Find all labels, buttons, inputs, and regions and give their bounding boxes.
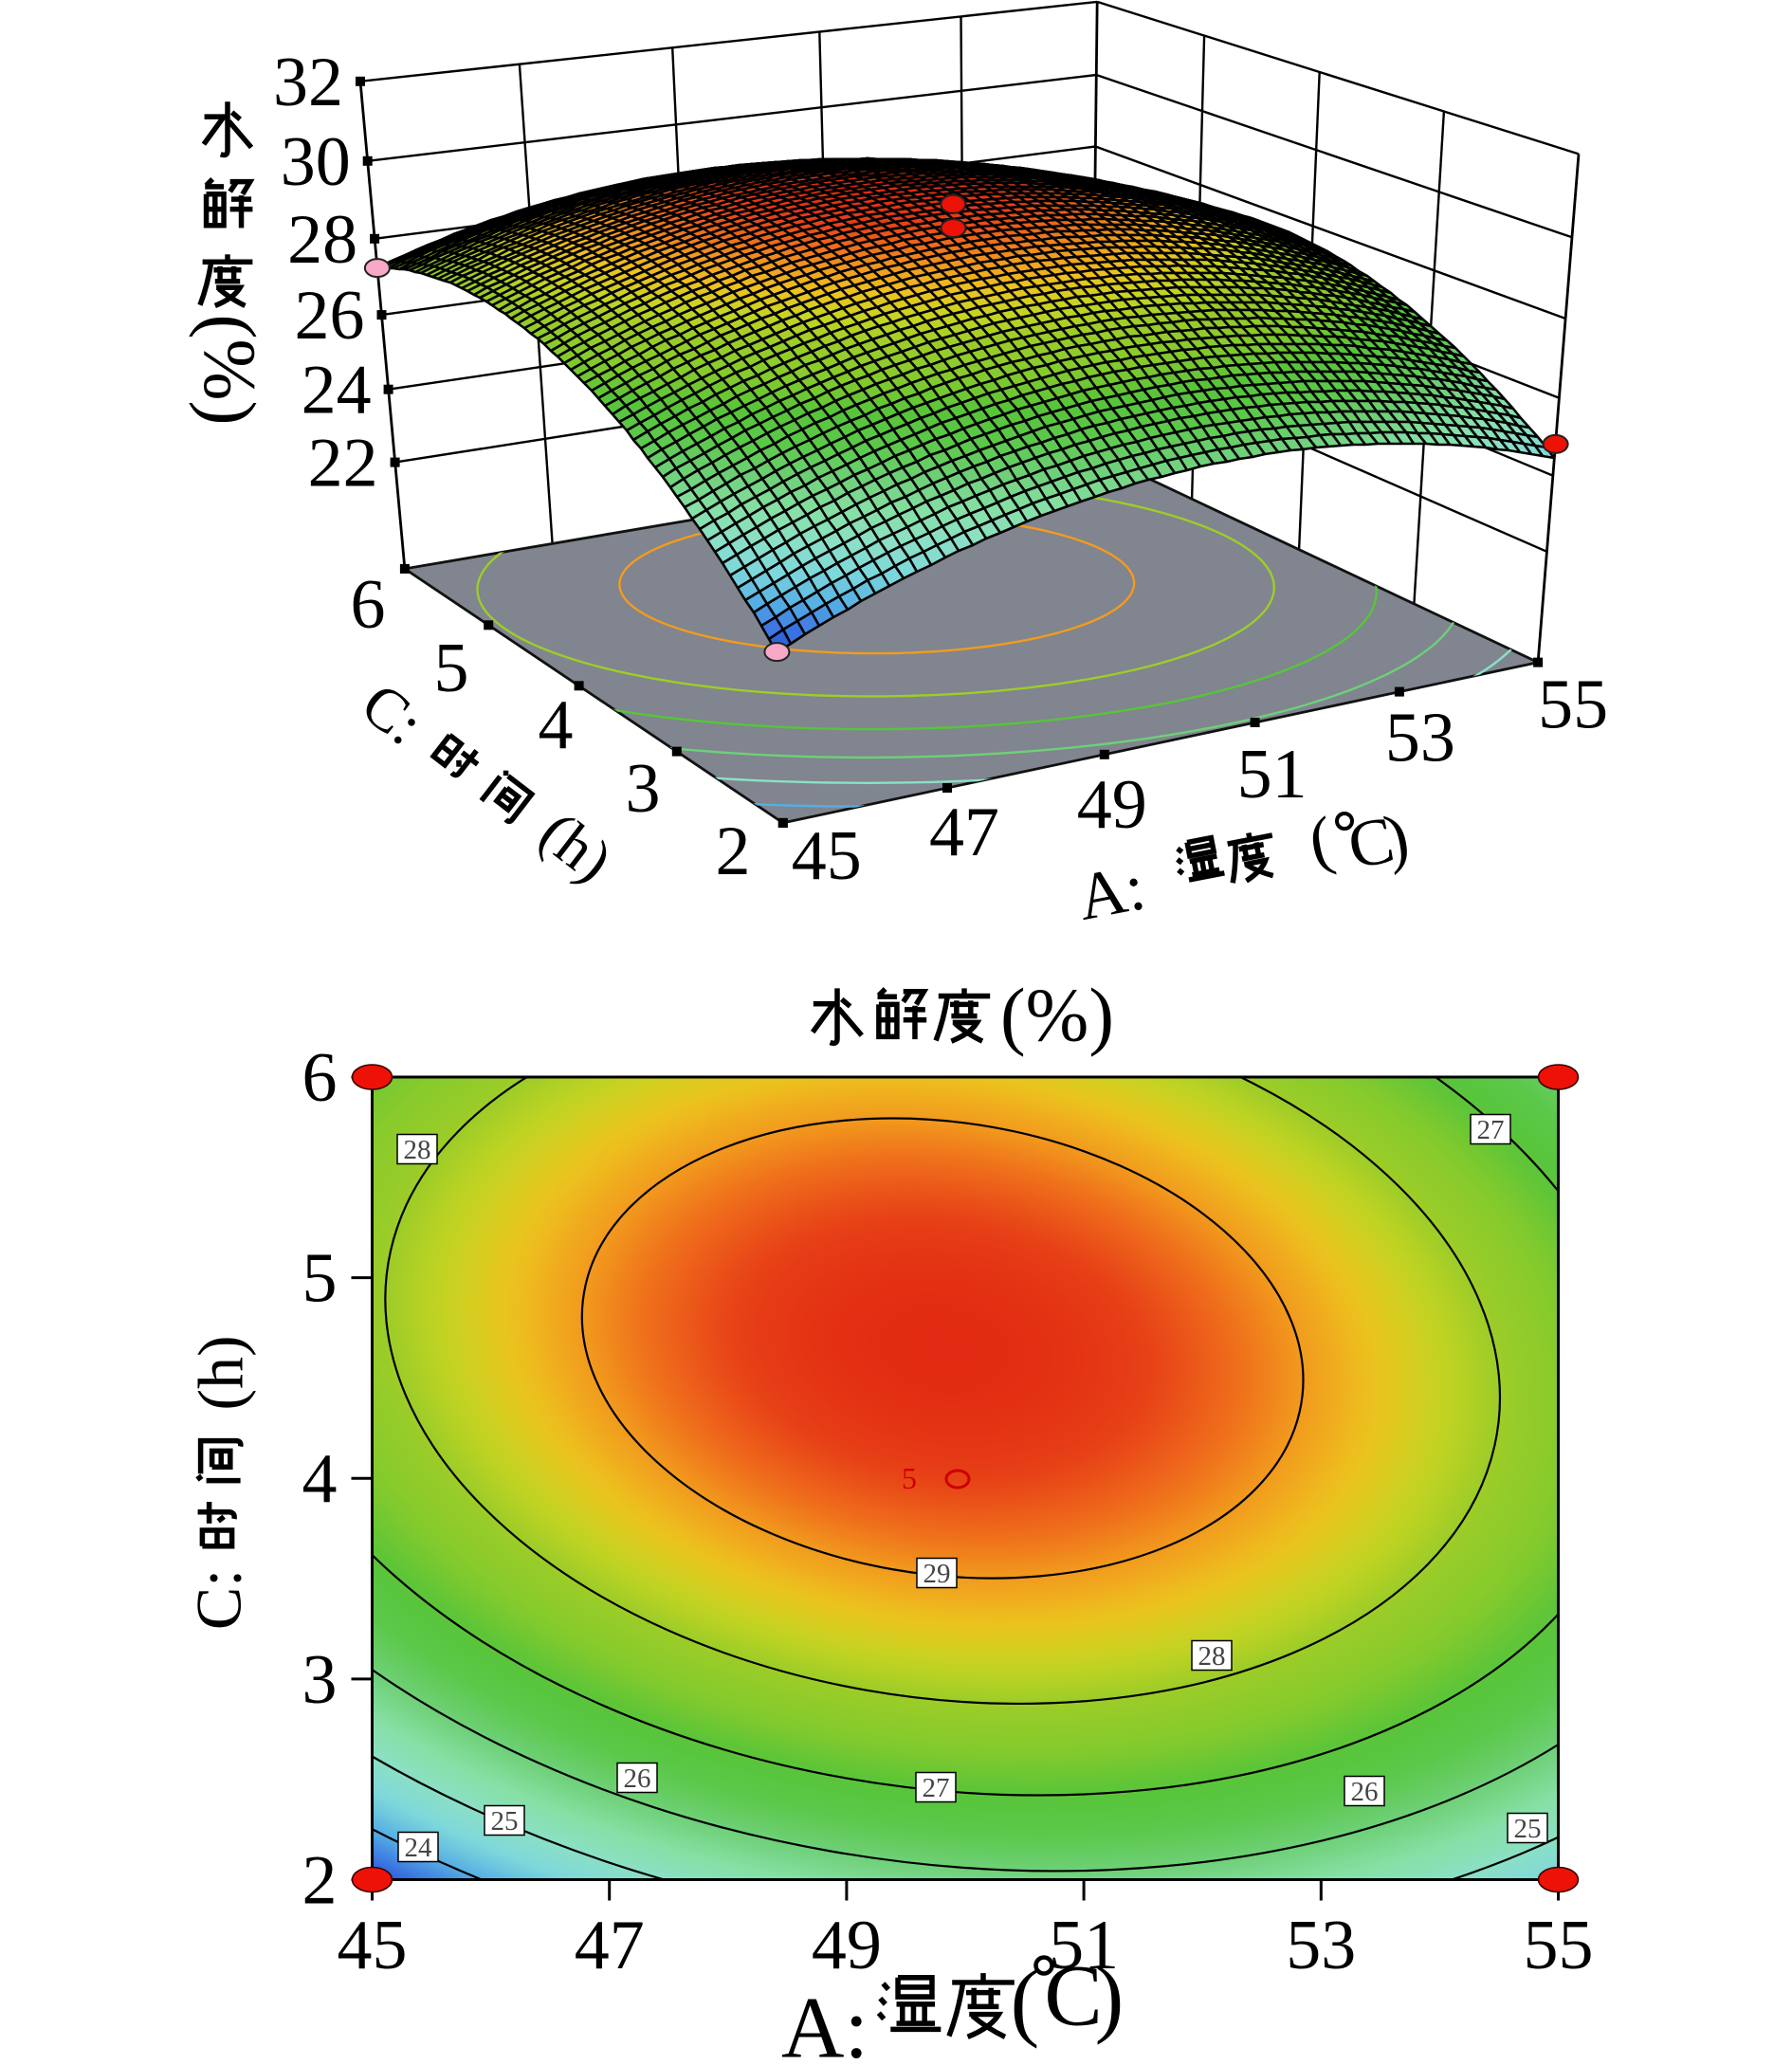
- svg-text:(%): (%): [1000, 975, 1114, 1058]
- svg-text:49: 49: [812, 1907, 882, 1984]
- svg-text:): ): [1095, 1948, 1125, 2045]
- svg-text:6: 6: [351, 566, 386, 644]
- svg-text:53: 53: [1286, 1907, 1356, 1984]
- svg-text:51: 51: [1237, 736, 1307, 813]
- svg-text:53: 53: [1385, 700, 1455, 777]
- svg-text:5: 5: [434, 630, 469, 707]
- svg-text:45: 45: [338, 1907, 408, 1984]
- svg-text:3: 3: [626, 750, 661, 828]
- svg-text:29: 29: [923, 1559, 951, 1589]
- svg-text:2: 2: [302, 1842, 338, 1920]
- svg-text:2: 2: [716, 813, 751, 890]
- svg-text:6: 6: [302, 1039, 338, 1117]
- svg-text:5: 5: [302, 1240, 338, 1318]
- svg-text:55: 55: [1524, 1907, 1594, 1984]
- svg-text:24: 24: [405, 1833, 433, 1863]
- svg-text:5: 5: [902, 1461, 917, 1495]
- svg-text:C: C: [1044, 1946, 1102, 2043]
- svg-text:51: 51: [1049, 1907, 1119, 1984]
- svg-text:(%): (%): [189, 315, 271, 426]
- svg-text:47: 47: [575, 1907, 645, 1984]
- svg-text:32: 32: [273, 44, 343, 121]
- svg-text:26: 26: [1351, 1777, 1379, 1807]
- svg-text:27: 27: [1477, 1115, 1505, 1145]
- svg-text:22: 22: [308, 425, 378, 503]
- svg-text:28: 28: [1198, 1641, 1226, 1672]
- svg-text:49: 49: [1077, 766, 1147, 844]
- svg-text:30: 30: [281, 123, 351, 201]
- svg-text:25: 25: [491, 1806, 519, 1837]
- svg-text:45: 45: [792, 817, 862, 895]
- svg-text:26: 26: [624, 1763, 651, 1794]
- svg-text:(h): (h): [184, 1335, 256, 1410]
- svg-text:25: 25: [1514, 1814, 1542, 1844]
- svg-text:47: 47: [929, 794, 999, 871]
- svg-text:55: 55: [1538, 667, 1608, 744]
- svg-text:A:: A:: [781, 1979, 869, 2065]
- svg-text:4: 4: [302, 1440, 338, 1518]
- svg-text:A:: A:: [1071, 850, 1150, 935]
- svg-text:26: 26: [295, 277, 365, 355]
- svg-text:28: 28: [404, 1135, 431, 1165]
- svg-text:27: 27: [923, 1773, 950, 1803]
- svg-text:28: 28: [287, 201, 357, 279]
- svg-text:C:: C:: [182, 1569, 254, 1630]
- svg-text:24: 24: [302, 352, 372, 429]
- svg-text:4: 4: [539, 686, 574, 764]
- svg-text:3: 3: [302, 1641, 338, 1719]
